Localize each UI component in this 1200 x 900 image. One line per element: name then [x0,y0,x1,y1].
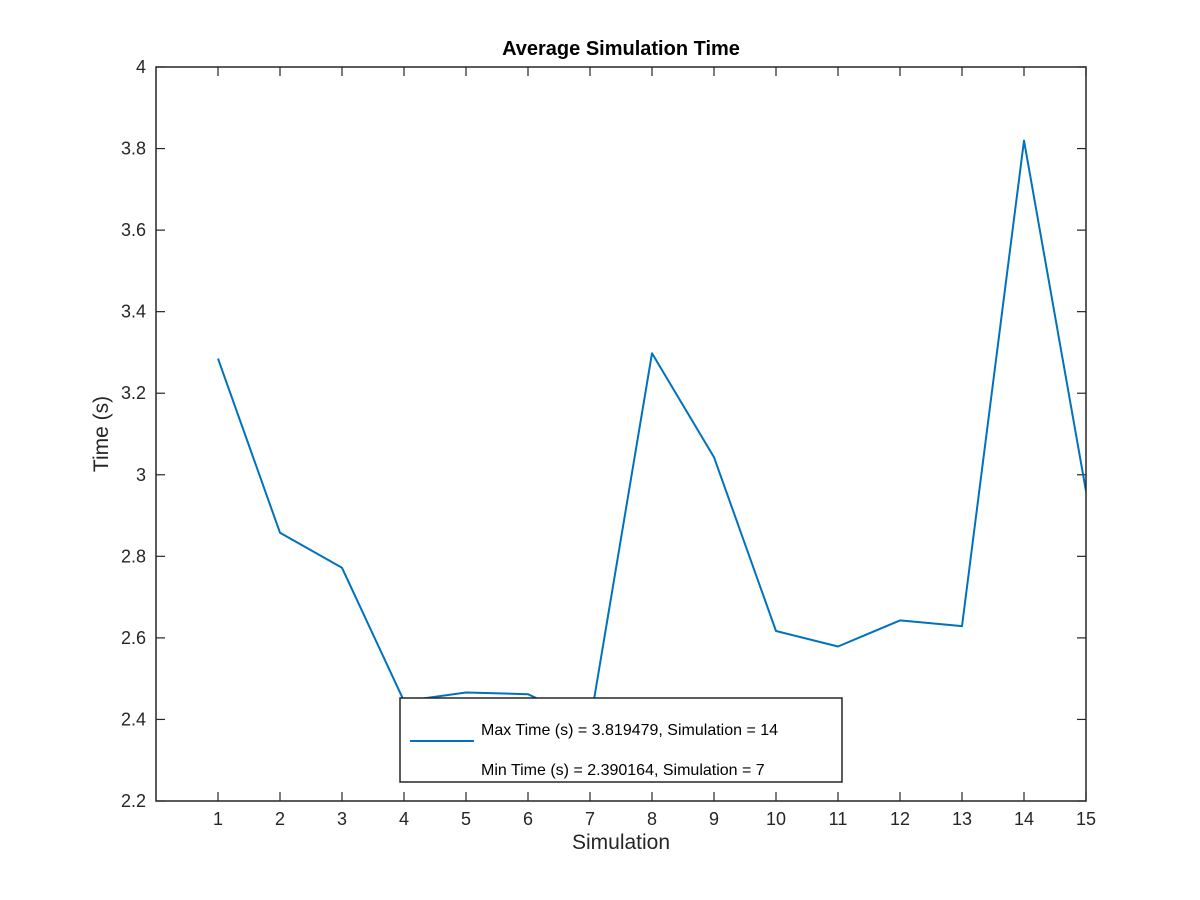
x-tick-label: 1 [213,809,223,829]
x-axis-label: Simulation [572,831,670,854]
x-tick-label: 13 [952,809,972,829]
chart-title: Average Simulation Time [502,38,740,60]
x-tick-label: 6 [523,809,533,829]
y-tick-label: 3.8 [121,139,146,159]
y-tick-label: 4 [136,57,146,77]
x-tick-label: 10 [766,809,786,829]
x-tick-label: 4 [399,809,409,829]
x-tick-label: 15 [1076,809,1096,829]
x-tick-label: 11 [829,809,848,829]
legend-entry-min: Min Time (s) = 2.390164, Simulation = 7 [481,762,765,779]
x-tick-label: 8 [647,809,657,829]
axis-ticks: 1 2 3 4 5 6 7 8 9 10 11 12 13 14 152.22.42.62.833.23.4… [121,57,1096,829]
x-tick-label: 12 [890,809,910,829]
x-tick-label: 14 [1014,809,1034,829]
x-tick-label: 3 [337,809,347,829]
y-tick-label: 2.8 [121,546,146,566]
y-axis-label: Time (s) [90,396,113,472]
x-tick-label: 7 [585,809,595,829]
x-tick-label: 2 [275,809,285,829]
plot-area-frame [155,66,1087,802]
y-tick-label: 2.2 [121,791,146,811]
legend: Max Time (s) = 3.819479, Simulation = 14… [399,697,843,783]
series-line [217,139,1086,725]
y-tick-label: 3.6 [121,220,146,240]
legend-entry-max: Max Time (s) = 3.819479, Simulation = 14 [481,722,778,739]
y-tick-label: 3.4 [121,302,146,322]
y-tick-label: 3.2 [121,383,146,403]
y-tick-label: 2.4 [121,709,146,729]
x-tick-label: 9 [709,809,719,829]
y-tick-label: 3 [136,465,146,485]
x-tick-label: 5 [461,809,471,829]
plot-lines [217,139,1086,725]
y-tick-label: 2.6 [121,628,146,648]
